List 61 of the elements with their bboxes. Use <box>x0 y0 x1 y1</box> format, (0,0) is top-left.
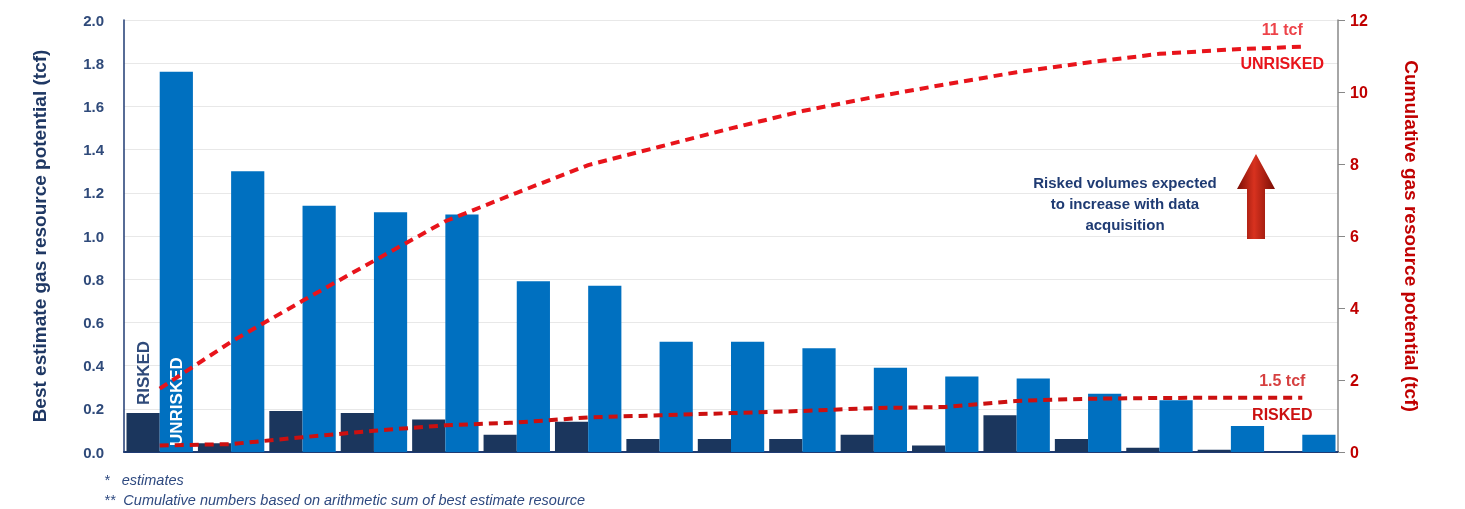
bar <box>373 212 408 452</box>
y-tick-label: 2.0 <box>83 11 104 29</box>
bar <box>697 439 731 452</box>
bar <box>1159 400 1193 452</box>
bar <box>126 413 160 452</box>
bar <box>1016 378 1050 452</box>
bar <box>1054 439 1089 452</box>
bar <box>1126 447 1160 452</box>
bar <box>659 341 693 452</box>
y2-tick-label: 10 <box>1350 83 1368 101</box>
bar <box>912 445 946 452</box>
y2-axis-title: Cumulative gas resource potential (tcf) <box>1400 60 1422 412</box>
bar <box>1302 434 1336 452</box>
y-tick-label: 1.8 <box>83 54 104 72</box>
series-label: UNRISKED <box>1240 55 1325 73</box>
bar <box>983 415 1017 452</box>
y-tick-label: 0.6 <box>83 313 104 331</box>
y-axis-title: Best estimate gas resource potential (tcf) <box>28 49 50 423</box>
y2-tick-label: 8 <box>1350 155 1359 173</box>
bar <box>1197 449 1231 452</box>
bar <box>554 421 589 452</box>
bar <box>445 214 479 452</box>
y-tick-label: 1.6 <box>83 97 104 115</box>
bar <box>340 413 374 452</box>
text: * estimates <box>104 472 184 488</box>
y2-tick-label: 12 <box>1350 11 1368 29</box>
y-tick-label: 1.0 <box>83 227 104 245</box>
bar <box>1230 426 1265 452</box>
y2-tick-label: 0 <box>1350 443 1359 461</box>
bar <box>302 205 336 452</box>
bar <box>873 367 908 452</box>
y2-tick-label: 6 <box>1350 227 1359 245</box>
y-tick-label: 1.4 <box>83 141 105 159</box>
y2-tick-label: 2 <box>1350 371 1359 389</box>
annotation: Risked volumes expected to increase with data acquisition <box>1032 173 1218 235</box>
series-label: UNRISKED <box>166 357 186 446</box>
bar <box>483 434 517 452</box>
bar <box>769 439 803 452</box>
bar <box>516 281 550 452</box>
y-tick-label: 0.2 <box>83 400 104 418</box>
y-tick-label: 0.4 <box>83 357 105 375</box>
bar <box>269 410 303 452</box>
bar <box>588 285 622 452</box>
bar <box>731 341 765 452</box>
bar <box>626 439 660 452</box>
y-tick-label: 1.2 <box>83 184 104 202</box>
y2-tick-label: 4 <box>1350 299 1359 317</box>
series-label: RISKED <box>1252 406 1313 424</box>
bar <box>231 171 265 452</box>
y-tick-label: 0.0 <box>83 443 104 461</box>
bar <box>945 376 979 452</box>
text: RISKED <box>133 340 153 406</box>
text: ** Cumulative numbers based on arithmetic sum of best estimate resource <box>104 492 586 508</box>
bar <box>159 71 193 452</box>
bar <box>412 419 446 452</box>
annotation: 11 tcf <box>1261 21 1304 39</box>
bar <box>1088 393 1122 452</box>
bar <box>802 348 836 452</box>
bar <box>840 434 874 452</box>
y-tick-label: 0.8 <box>83 270 104 288</box>
annotation: 1.5 tcf <box>1259 372 1307 390</box>
